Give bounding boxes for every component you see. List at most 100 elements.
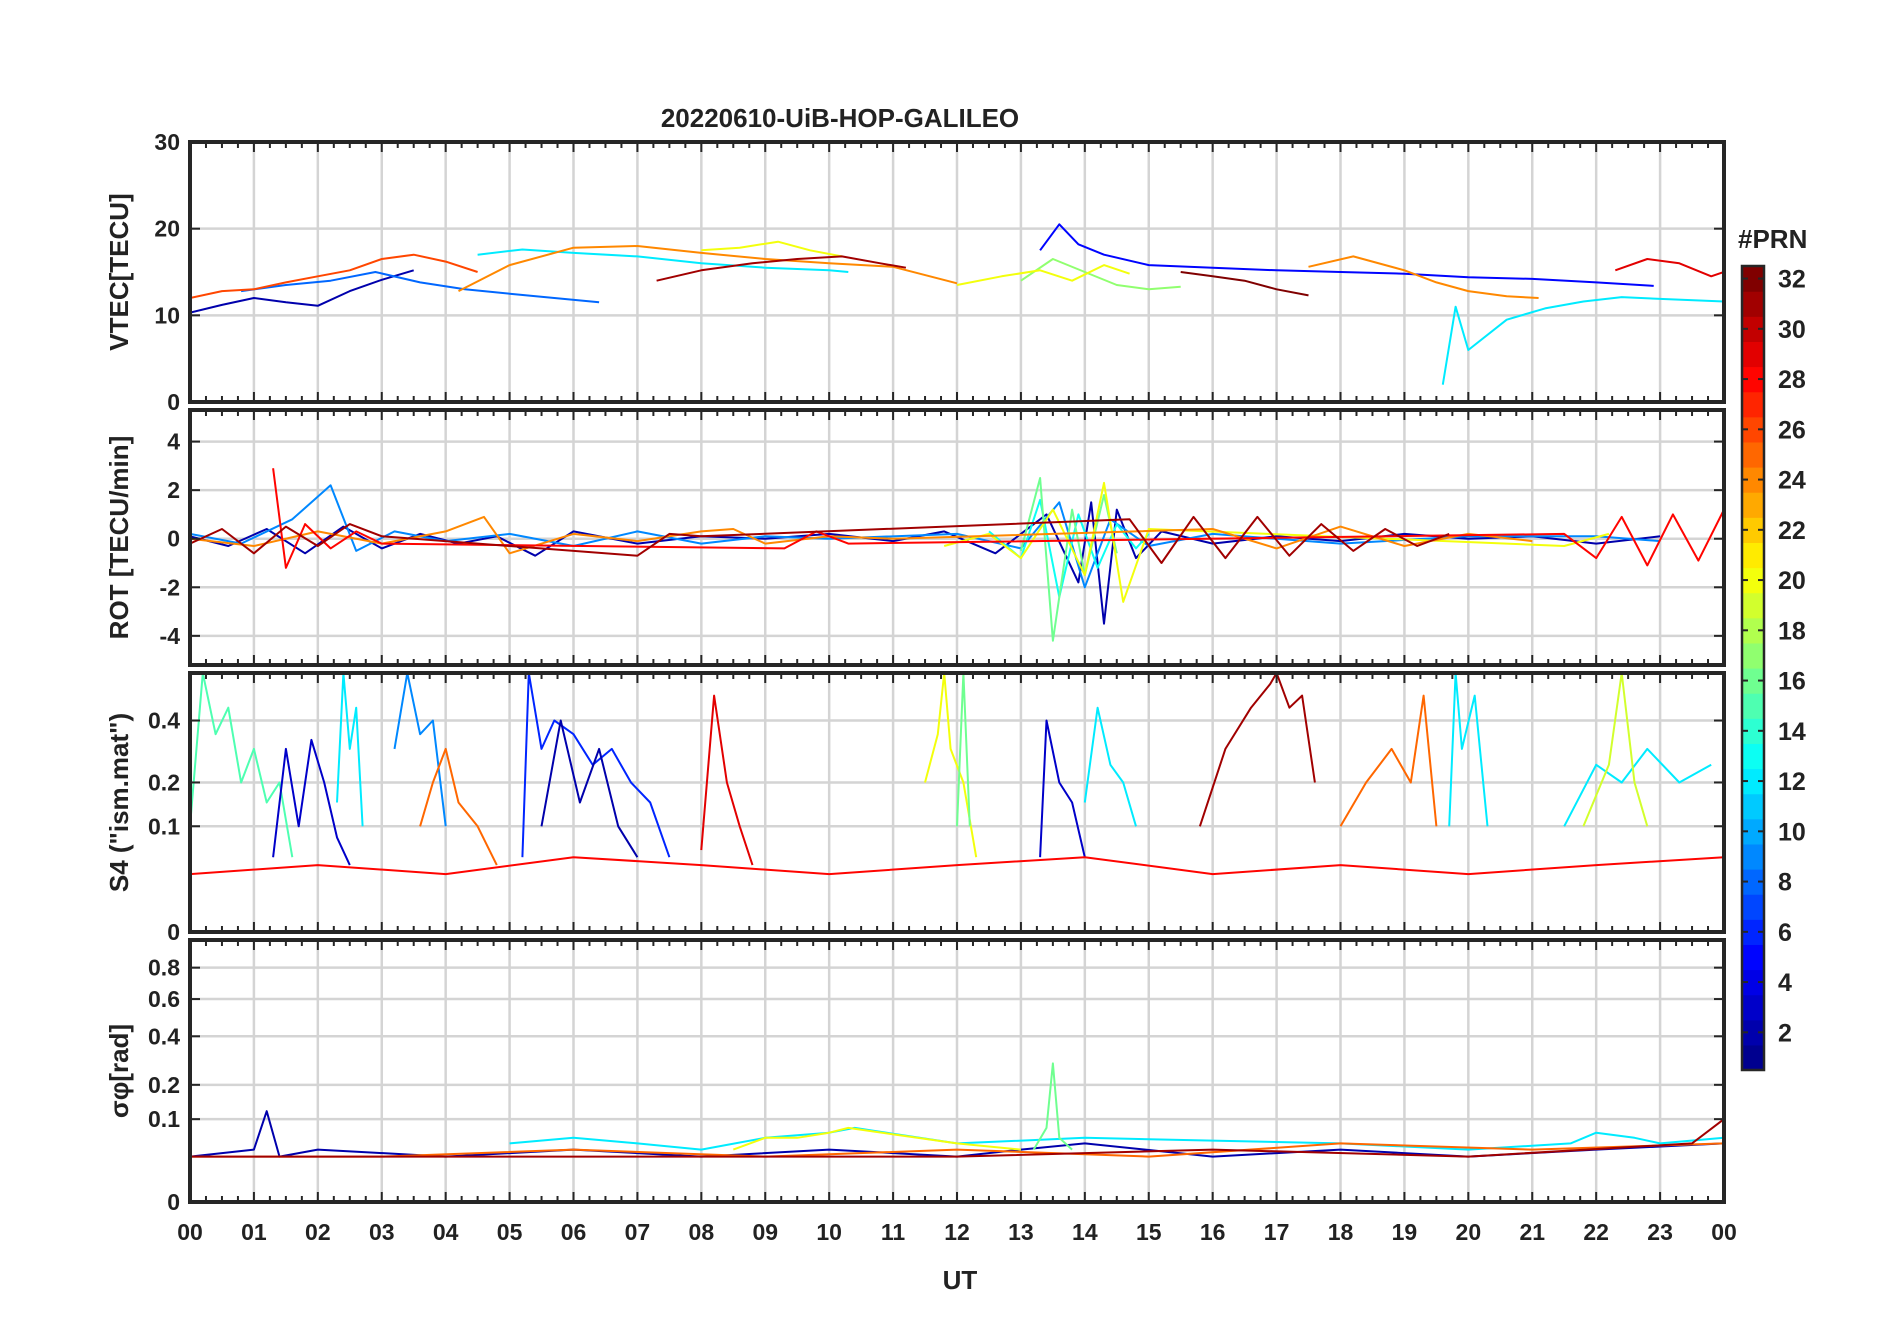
series-line-prn-12 — [1563, 747, 1712, 827]
y-tick-label: 0.8 — [148, 955, 180, 981]
series-line-prn-17 — [1020, 258, 1181, 291]
y-tick-label: 0 — [167, 526, 180, 552]
y-tick-label: 0.6 — [148, 986, 180, 1012]
series-line-prn-12 — [477, 248, 849, 273]
series-group — [190, 1062, 1724, 1158]
x-tick-label: 05 — [497, 1219, 523, 1245]
y-axis-label: σφ[rad] — [104, 1024, 134, 1118]
colorbar-tick-label: 16 — [1778, 668, 1806, 696]
panel-frame — [188, 408, 1726, 667]
x-tick-label: 06 — [561, 1219, 587, 1245]
series-line-prn-32 — [1180, 271, 1309, 297]
chart-title: 20220610-UiB-HOP-GALILEO — [661, 103, 1019, 133]
y-tick-label: 20 — [154, 216, 180, 242]
series-line-prn-29 — [1614, 258, 1724, 278]
series-group — [190, 223, 1724, 385]
series-line-prn-12 — [509, 1126, 1724, 1151]
y-axis-label: ROT [TECU/min] — [104, 436, 134, 640]
colorbar-band-prn-19 — [1742, 592, 1764, 619]
colorbar-band-prn-1 — [1742, 1044, 1764, 1071]
series-line-prn-16 — [1032, 1062, 1073, 1151]
series-line-prn-2 — [540, 719, 639, 858]
series-line-prn-3 — [272, 738, 351, 866]
series-line-prn-16 — [1019, 477, 1118, 642]
series-line-prn-31 — [190, 515, 1450, 564]
colorbar-band-prn-29 — [1742, 341, 1764, 368]
series-line-prn-29 — [700, 694, 754, 866]
series-line-prn-31 — [656, 255, 907, 282]
series-line-prn-20 — [924, 673, 978, 858]
x-tick-label: 03 — [369, 1219, 395, 1245]
y-tick-label: 0.2 — [148, 1072, 180, 1098]
y-tick-label: 10 — [154, 302, 180, 328]
series-line-prn-31 — [1198, 673, 1316, 827]
x-tick-label: 21 — [1519, 1219, 1545, 1245]
series-line-prn-24 — [458, 245, 958, 292]
colorbar-band-prn-25 — [1742, 441, 1764, 468]
x-tick-label: 11 — [881, 1219, 906, 1245]
y-tick-label: 0 — [167, 389, 180, 415]
x-tick-label: 23 — [1647, 1219, 1673, 1245]
y-axis-label: S4 ("ism.mat") — [104, 713, 134, 892]
colorbar-band-prn-9 — [1742, 843, 1764, 870]
series-line-prn-13 — [988, 498, 1150, 598]
colorbar-tick-label: 32 — [1778, 266, 1806, 294]
series-line-prn-28 — [272, 468, 1724, 569]
colorbar-tick-label: 8 — [1778, 869, 1792, 897]
x-tick-label: 09 — [752, 1219, 778, 1245]
x-tick-label: 01 — [241, 1219, 267, 1245]
y-tick-label: 2 — [167, 477, 180, 503]
colorbar-band-prn-28 — [1742, 366, 1764, 393]
series-line-prn-28 — [190, 856, 1724, 876]
panel-frame — [188, 671, 1726, 934]
y-tick-label: 0.4 — [148, 1023, 180, 1049]
series-line-prn-24 — [1308, 255, 1539, 299]
colorbar-band-prn-23 — [1742, 492, 1764, 518]
y-tick-label: 0.1 — [148, 813, 180, 839]
panel-frame — [188, 140, 1726, 404]
panel-vtec: 0 10 20 30 VTEC[TECU] — [104, 129, 1726, 415]
series-line-prn-12 — [1083, 706, 1137, 827]
colorbar-tick-label: 28 — [1778, 366, 1806, 394]
y-tick-label: -2 — [160, 574, 180, 600]
colorbar-band-prn-24 — [1742, 467, 1764, 493]
y-tick-label: 0.2 — [148, 769, 180, 795]
series-line-prn-6 — [521, 673, 671, 858]
colorbar-tick-label: 24 — [1778, 467, 1806, 495]
series-line-prn-20 — [732, 1126, 1021, 1151]
y-tick-label: 0.1 — [148, 1106, 180, 1132]
series-line-prn-8 — [240, 271, 600, 304]
colorbar-frame — [1740, 264, 1766, 1072]
panel-s4: 0 0.1 0.2 0.4 S4 ("ism.mat") — [104, 671, 1726, 945]
series-line-prn-25 — [190, 1142, 1724, 1158]
x-tick-label: 13 — [1008, 1219, 1034, 1245]
x-tick-label: 08 — [689, 1219, 715, 1245]
series-line-prn-24 — [190, 515, 1533, 555]
colorbar-band-prn-22 — [1742, 517, 1764, 543]
series-line-prn-31 — [190, 1118, 1724, 1158]
colorbar-tick-label: 4 — [1778, 969, 1792, 997]
x-tick-label: 16 — [1200, 1219, 1226, 1245]
series-line-prn-15 — [190, 673, 294, 858]
series-line-prn-2 — [190, 501, 1661, 625]
series-line-prn-20 — [701, 240, 843, 258]
series-line-prn-12 — [1448, 673, 1489, 827]
x-tick-label: 22 — [1583, 1219, 1609, 1245]
colorbar-tick-label: 22 — [1778, 517, 1806, 545]
colorbar-band-prn-26 — [1742, 416, 1764, 443]
y-tick-label: -4 — [160, 623, 181, 649]
colorbar-band-prn-4 — [1742, 969, 1764, 996]
x-tick-label: 00 — [1711, 1219, 1737, 1245]
y-tick-label: 0 — [167, 1189, 180, 1215]
series-line-prn-12 — [1441, 296, 1724, 385]
x-tick-label: 10 — [816, 1219, 842, 1245]
colorbar-tick-label: 26 — [1778, 416, 1806, 444]
colorbar-band-prn-8 — [1742, 869, 1764, 895]
series-line-prn-9 — [393, 673, 447, 827]
series-line-prn-20 — [956, 264, 1130, 286]
series-line-prn-3 — [1039, 719, 1086, 858]
colorbar-tick-label: 10 — [1778, 818, 1806, 846]
colorbar-band-prn-30 — [1742, 316, 1764, 342]
